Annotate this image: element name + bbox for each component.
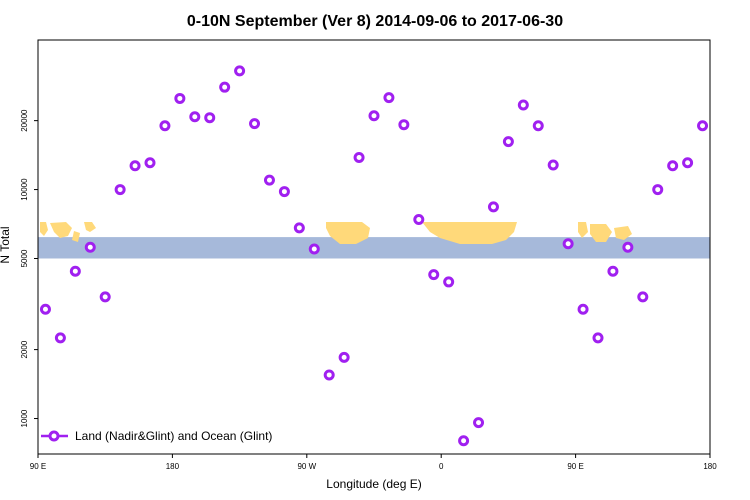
x-tick-label: 90 E (567, 462, 583, 471)
data-point (39, 303, 51, 315)
data-point (667, 160, 679, 172)
y-tick-label: 10000 (20, 178, 29, 201)
x-tick-label: 90 E (30, 462, 46, 471)
data-point (383, 92, 395, 104)
x-tick-label: 180 (703, 462, 717, 471)
data-point (502, 136, 514, 148)
data-point (398, 119, 410, 131)
legend: Land (Nadir&Glint) and Ocean (Glint) (41, 429, 272, 443)
data-point (293, 222, 305, 234)
land-africa (422, 222, 517, 244)
land-borneo-2 (578, 222, 588, 238)
data-point (368, 110, 380, 122)
legend-marker (48, 430, 60, 442)
data-point (428, 269, 440, 281)
data-point (69, 265, 81, 277)
x-tick-label: 180 (166, 462, 180, 471)
land-papua-2 (614, 226, 632, 240)
data-point (353, 152, 365, 164)
data-point (697, 120, 709, 132)
y-axis: 1000 2000 5000 10000 20000 (20, 109, 38, 427)
data-point (323, 369, 335, 381)
data-point (562, 238, 574, 250)
y-tick-label: 1000 (20, 409, 29, 427)
y-tick-label: 20000 (20, 109, 29, 132)
data-point (458, 435, 470, 447)
data-point (652, 184, 664, 196)
data-point (308, 243, 320, 255)
data-point (174, 92, 186, 104)
data-point (159, 120, 171, 132)
land-indonesia-west (50, 222, 72, 238)
ocean-strip (38, 237, 710, 259)
x-tick-label: 90 W (297, 462, 316, 471)
land-borneo (40, 222, 48, 236)
data-point (219, 81, 231, 93)
plot-frame (37, 39, 711, 455)
data-point (637, 291, 649, 303)
land-indonesia-east (590, 224, 612, 242)
data-point (278, 186, 290, 198)
land-south-america (326, 222, 370, 244)
y-tick-label: 2000 (20, 340, 29, 358)
data-point (84, 241, 96, 253)
data-point (577, 303, 589, 315)
legend-label: Land (Nadir&Glint) and Ocean (Glint) (75, 429, 272, 443)
y-tick-label: 5000 (20, 249, 29, 267)
chart-title: 0-10N September (Ver 8) 2014-09-06 to 20… (187, 13, 563, 30)
data-point (517, 99, 529, 111)
data-point (99, 291, 111, 303)
data-point (263, 174, 275, 186)
data-point (249, 118, 261, 130)
data-point (487, 201, 499, 213)
data-point (547, 159, 559, 171)
data-point (234, 65, 246, 77)
data-point (189, 111, 201, 123)
map-band (38, 222, 710, 259)
data-point (473, 417, 485, 429)
x-axis: 90 E 180 90 W 0 90 E 180 (30, 454, 717, 471)
y-axis-label: N Total (0, 226, 12, 263)
data-point (443, 276, 455, 288)
data-point (129, 160, 141, 172)
x-axis-label: Longitude (deg E) (326, 477, 421, 491)
data-point (682, 157, 694, 169)
x-tick-label: 0 (439, 462, 444, 471)
land-papua (84, 222, 96, 232)
land-masses (40, 222, 632, 244)
data-point (592, 332, 604, 344)
data-point (338, 351, 350, 363)
data-point (144, 157, 156, 169)
data-point (607, 265, 619, 277)
data-point (413, 214, 425, 226)
data-points (39, 65, 709, 447)
data-point (532, 120, 544, 132)
land-sulawesi (72, 231, 80, 242)
data-point (114, 184, 126, 196)
data-point (204, 112, 216, 124)
data-point (54, 332, 66, 344)
data-point (622, 241, 634, 253)
